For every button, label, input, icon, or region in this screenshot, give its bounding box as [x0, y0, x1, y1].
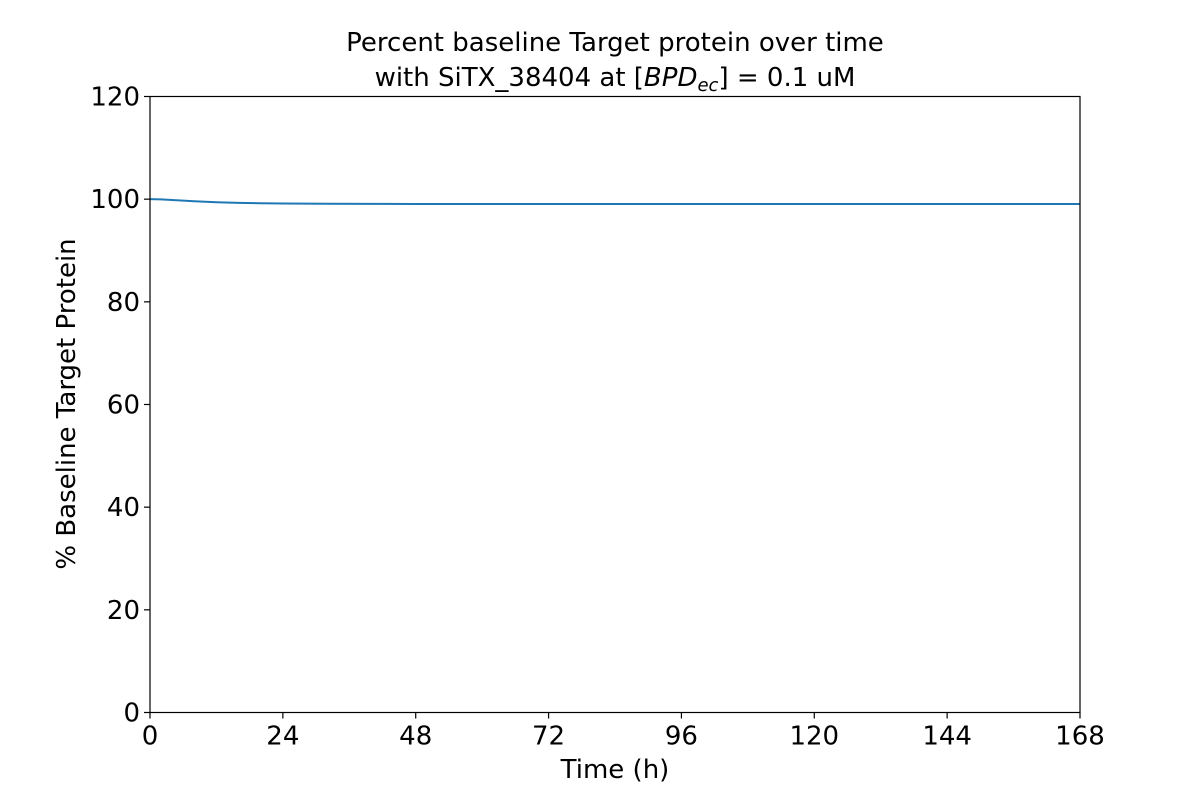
y-tick-label: 0 [123, 699, 140, 729]
y-tick-label: 40 [107, 493, 140, 523]
x-tick-label: 96 [665, 722, 698, 752]
title-suffix: ] = 0.1 uM [718, 63, 856, 93]
chart-title-line2: with SiTX_38404 at [BPDec] = 0.1 uM [150, 61, 1080, 103]
y-tick-label: 120 [90, 83, 140, 113]
x-tick-label: 48 [399, 722, 432, 752]
x-tick-label: 144 [922, 722, 972, 752]
x-tick-label: 168 [1055, 722, 1105, 752]
plot-frame [149, 95, 1081, 714]
title-subscript: ec [697, 75, 719, 96]
x-tick-label: 0 [142, 722, 159, 752]
x-tick-label: 72 [532, 722, 565, 752]
chart-title-line1: Percent baseline Target protein over tim… [346, 28, 884, 58]
series-lines [149, 198, 1080, 205]
x-axis-label: Time (h) [560, 755, 670, 785]
y-tick-label: 80 [107, 288, 140, 318]
y-tick-label: 20 [107, 596, 140, 626]
axis-ticks: 0 24 48 72 96 120 144 168 0 20 40 60 80 100 120 [90, 83, 1104, 752]
y-tick-label: 60 [107, 391, 140, 421]
y-axis-label: % Baseline Target Protein [52, 238, 82, 569]
x-tick-label: 120 [789, 722, 839, 752]
title-variable: BPD [643, 63, 698, 93]
x-tick-label: 24 [266, 722, 299, 752]
title-prefix: with SiTX_38404 at [ [374, 63, 644, 93]
chart-title: Percent baseline Target protein over tim… [150, 26, 1080, 103]
y-tick-label: 100 [90, 185, 140, 215]
series-line [149, 198, 1080, 205]
